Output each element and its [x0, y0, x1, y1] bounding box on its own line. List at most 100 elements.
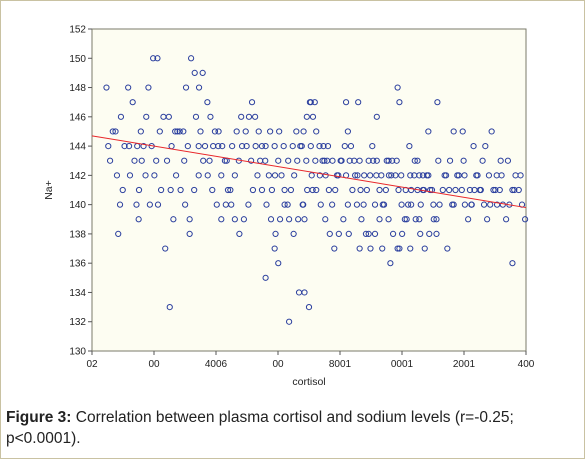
data-point: [401, 216, 408, 223]
data-point: [119, 186, 126, 194]
data-point: [210, 142, 217, 150]
x-axis-label: cortisol: [292, 376, 325, 388]
data-point: [301, 216, 308, 223]
data-point: [480, 201, 488, 208]
data-point: [213, 201, 220, 208]
data-point: [252, 142, 259, 150]
data-point: [357, 186, 364, 194]
data-point: [231, 216, 238, 223]
data-point: [115, 230, 122, 238]
data-point: [321, 157, 328, 164]
data-point: [430, 201, 437, 208]
data-point: [295, 216, 302, 223]
data-point: [255, 128, 262, 135]
data-point: [294, 157, 301, 164]
data-point: [385, 216, 392, 223]
x-tick-label: 8001: [329, 359, 352, 370]
data-point: [414, 157, 421, 164]
data-point: [337, 157, 344, 164]
caption-text: Correlation between plasma cortisol and …: [6, 409, 514, 447]
data-point: [426, 230, 433, 238]
data-point: [509, 260, 516, 267]
data-point: [138, 157, 145, 164]
data-point: [362, 230, 370, 238]
data-point: [434, 99, 441, 106]
data-point: [444, 245, 451, 252]
data-point: [272, 230, 279, 238]
data-point: [446, 157, 454, 164]
data-point: [309, 113, 317, 120]
data-point: [182, 201, 189, 208]
data-point: [166, 303, 173, 311]
data-point: [369, 142, 376, 150]
data-point: [385, 157, 392, 164]
data-point: [204, 172, 211, 179]
data-point: [388, 172, 395, 179]
data-point: [181, 157, 188, 164]
data-point: [341, 142, 348, 150]
data-point: [340, 216, 347, 223]
data-point: [113, 172, 121, 179]
data-point: [201, 142, 209, 150]
data-point: [378, 172, 385, 179]
data-point: [286, 318, 293, 325]
data-point: [436, 201, 443, 208]
data-point: [238, 113, 245, 120]
data-point: [459, 128, 466, 135]
y-tick-label: 138: [69, 229, 86, 240]
data-point: [417, 201, 424, 208]
data-point: [231, 172, 238, 179]
data-point: [129, 99, 136, 106]
data-point: [275, 157, 282, 164]
data-point: [199, 69, 206, 77]
data-point: [243, 142, 250, 150]
data-point: [187, 55, 195, 62]
data-point: [428, 186, 436, 194]
data-point: [254, 172, 261, 179]
data-point: [411, 157, 418, 164]
data-point: [382, 186, 389, 194]
data-point: [271, 142, 278, 150]
data-point: [222, 201, 229, 208]
data-point: [195, 142, 202, 150]
x-tick-label: 00: [272, 359, 284, 370]
data-point: [153, 157, 160, 164]
data-point: [417, 230, 424, 238]
data-point: [140, 142, 147, 150]
data-point: [162, 245, 169, 252]
data-point: [105, 142, 112, 150]
data-point: [186, 216, 193, 223]
data-point: [285, 157, 292, 164]
data-point: [345, 230, 352, 238]
data-point: [284, 201, 291, 208]
data-point: [473, 172, 480, 179]
data-point: [393, 157, 400, 164]
data-point: [172, 172, 180, 179]
caption-label: Figure 3:: [6, 409, 72, 426]
data-point: [503, 216, 510, 223]
data-point: [242, 128, 249, 135]
data-point: [324, 142, 332, 150]
data-point: [373, 157, 380, 164]
data-point: [126, 172, 134, 179]
y-tick-label: 142: [69, 171, 86, 182]
data-point: [376, 186, 383, 194]
data-point: [258, 142, 266, 150]
data-point: [303, 157, 310, 164]
data-point: [344, 128, 351, 135]
data-point: [236, 230, 243, 238]
data-point: [365, 157, 372, 164]
data-point: [398, 201, 405, 208]
data-point: [441, 172, 448, 179]
data-point: [365, 230, 372, 238]
data-point: [287, 186, 295, 194]
data-point: [425, 128, 432, 135]
data-point: [156, 128, 163, 135]
y-tick-label: 148: [69, 83, 86, 94]
data-point: [174, 128, 181, 135]
data-point: [492, 186, 499, 194]
data-point: [416, 216, 423, 223]
data-point: [286, 216, 293, 223]
data-point: [262, 142, 269, 150]
